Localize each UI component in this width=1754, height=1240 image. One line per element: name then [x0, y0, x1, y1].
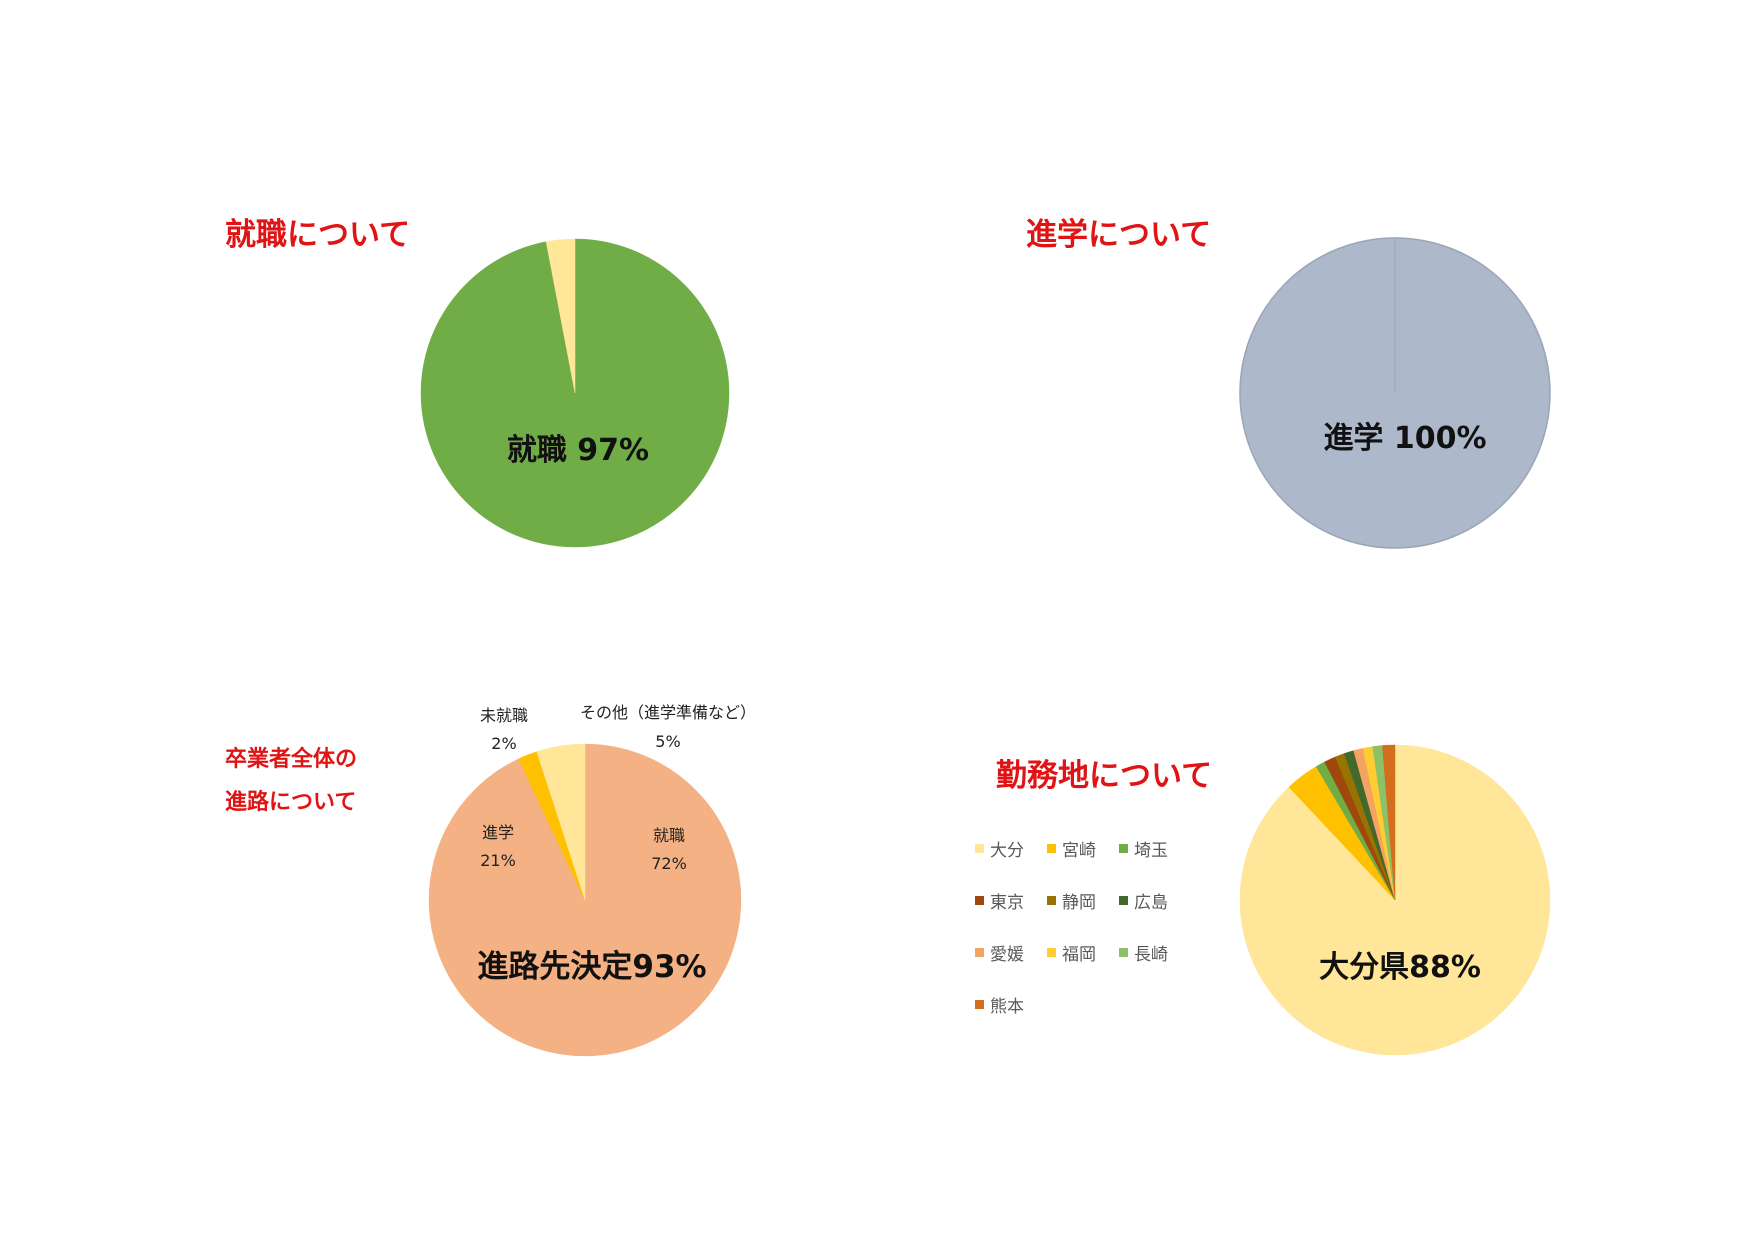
legend-label-1: 宮崎 [1062, 841, 1096, 861]
slice-label-higher-education: 進学 [482, 823, 514, 842]
legend-label-3: 東京 [990, 893, 1024, 913]
employment-center-label: 就職 97% [507, 433, 649, 468]
employment-pie-chart [420, 238, 730, 548]
legend-swatch-7 [1047, 948, 1056, 957]
legend-label-2: 埼玉 [1134, 841, 1168, 861]
slice-label-employment: 就職 [653, 826, 685, 845]
legend-label-6: 愛媛 [990, 945, 1024, 965]
workplace-slice-9 [1382, 744, 1396, 901]
workplace-title: 勤務地について [996, 758, 1213, 794]
legend-label-0: 大分 [990, 841, 1024, 861]
legend-swatch-1 [1047, 844, 1056, 853]
legend-item-8: 長崎 [1119, 940, 1191, 965]
legend-swatch-3 [975, 896, 984, 905]
slice-value-unemployed: 2% [491, 734, 516, 753]
workplace-legend: 大分 宮崎 埼玉東京 静岡 広島愛媛 福岡 長崎熊本 [975, 836, 1205, 1017]
slice-value-employment: 72% [651, 854, 687, 873]
legend-label-9: 熊本 [990, 997, 1024, 1017]
higher-education-title: 進学について [1026, 217, 1212, 253]
graduates-title: 卒業者全体の 進路について [225, 738, 357, 824]
legend-swatch-0 [975, 844, 984, 853]
graduates-title-line1: 卒業者全体の [225, 747, 358, 772]
legend-item-7: 福岡 [1047, 940, 1119, 965]
slice-value-higher-education: 21% [480, 851, 516, 870]
workplace-pie-chart [1239, 744, 1551, 1056]
legend-item-2: 埼玉 [1119, 836, 1191, 861]
workplace-center-label: 大分県88% [1319, 950, 1481, 985]
legend-item-6: 愛媛 [975, 940, 1047, 965]
graduates-center-label: 進路先決定93% [477, 949, 706, 985]
legend-item-4: 静岡 [1047, 888, 1119, 913]
legend-label-7: 福岡 [1062, 945, 1096, 965]
employment-title: 就職について [225, 217, 411, 253]
slice-label-other: その他（進学準備など） [580, 703, 756, 722]
legend-item-9: 熊本 [975, 992, 1047, 1017]
legend-label-8: 長崎 [1134, 945, 1168, 965]
legend-label-4: 静岡 [1062, 893, 1096, 913]
higher-education-center-label: 進学 100% [1323, 421, 1486, 456]
legend-swatch-4 [1047, 896, 1056, 905]
legend-item-1: 宮崎 [1047, 836, 1119, 861]
slice-label-unemployed: 未就職 [480, 706, 528, 725]
legend-swatch-8 [1119, 948, 1128, 957]
graduates-slice-0 [431, 743, 742, 1057]
legend-label-5: 広島 [1134, 893, 1168, 913]
higher-education-pie-chart [1239, 237, 1551, 549]
graduates-slice-3 [536, 743, 586, 901]
graduates-pie-chart [428, 743, 742, 1057]
employment-slice-1 [545, 238, 576, 394]
legend-swatch-2 [1119, 844, 1128, 853]
graduates-title-line2: 進路について [225, 790, 357, 815]
legend-item-3: 東京 [975, 888, 1047, 913]
legend-swatch-9 [975, 1000, 984, 1009]
legend-swatch-5 [1119, 896, 1128, 905]
legend-item-0: 大分 [975, 836, 1047, 861]
legend-swatch-6 [975, 948, 984, 957]
graduates-slice-1 [428, 758, 586, 930]
slice-value-other: 5% [655, 732, 680, 751]
legend-item-5: 広島 [1119, 888, 1191, 913]
